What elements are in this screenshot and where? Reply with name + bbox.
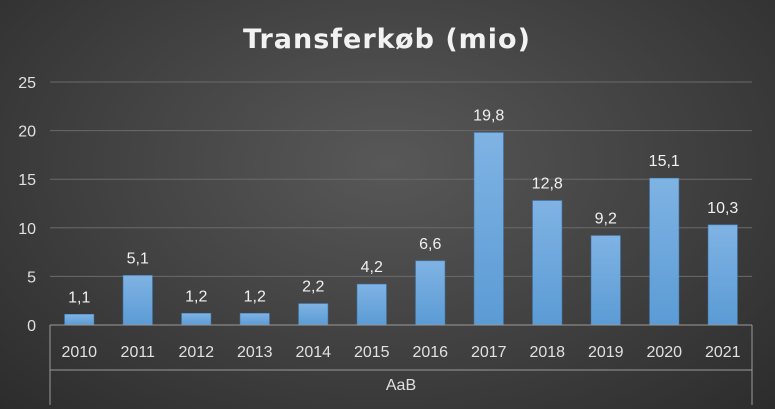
data-label: 5,1 [127, 250, 149, 267]
bar-series [64, 132, 738, 326]
x-tick-label: 2012 [178, 344, 214, 361]
x-axis: 2010 2011 2012 2013 2014 2015 2016 2017 2018 2019… [49, 324, 753, 405]
x-tick-label: 2018 [529, 344, 565, 361]
bar-2014 [298, 303, 329, 326]
y-tick-label: 5 [27, 269, 36, 286]
x-tick-label: 2010 [61, 344, 97, 361]
data-label: 2,2 [302, 279, 324, 296]
y-tick-label: 15 [18, 172, 36, 189]
bar-2020 [649, 177, 680, 326]
x-tick-label: 2019 [588, 344, 624, 361]
data-label: 9,2 [595, 211, 617, 228]
bar-2015 [356, 283, 387, 326]
y-tick-label: 20 [18, 124, 36, 141]
bar-2013 [239, 313, 270, 326]
x-group-label: AaB [386, 377, 416, 394]
data-label: 6,6 [419, 236, 441, 253]
y-tick-label: 10 [18, 221, 36, 238]
data-label: 1,2 [185, 288, 207, 305]
bar-2012 [181, 313, 212, 326]
data-label: 15,1 [649, 153, 680, 170]
x-tick-label: 2015 [354, 344, 390, 361]
x-tick-label: 2020 [646, 344, 682, 361]
x-tick-label: 2017 [471, 344, 507, 361]
gridlines [50, 81, 752, 277]
bar-2021 [707, 224, 738, 326]
chart-title: Transferkøb (mio) [243, 24, 531, 55]
data-label: 10,3 [707, 200, 738, 217]
bar-2019 [590, 235, 621, 326]
bar-2018 [532, 200, 563, 326]
x-tick-label: 2013 [237, 344, 273, 361]
y-axis-ticks: 0 5 10 15 20 25 [18, 75, 36, 335]
y-tick-label: 0 [27, 318, 36, 335]
bar-2016 [415, 260, 446, 326]
y-tick-label: 25 [18, 75, 36, 92]
x-tick-label: 2021 [705, 344, 741, 361]
data-label: 1,1 [68, 289, 90, 306]
data-labels: 1,1 5,1 1,2 1,2 2,2 4,2 6,6 19,8 12,8 9,2 15,1 10,3 [68, 108, 738, 307]
data-label: 1,2 [244, 288, 266, 305]
x-tick-label: 2014 [295, 344, 331, 361]
data-label: 12,8 [532, 176, 563, 193]
x-tick-label: 2011 [121, 344, 156, 361]
x-tick-label: 2016 [412, 344, 448, 361]
bar-2011 [122, 275, 153, 326]
bar-2010 [64, 314, 95, 326]
data-label: 4,2 [361, 259, 383, 276]
data-label: 19,8 [473, 108, 504, 125]
bar-2017 [473, 132, 504, 326]
